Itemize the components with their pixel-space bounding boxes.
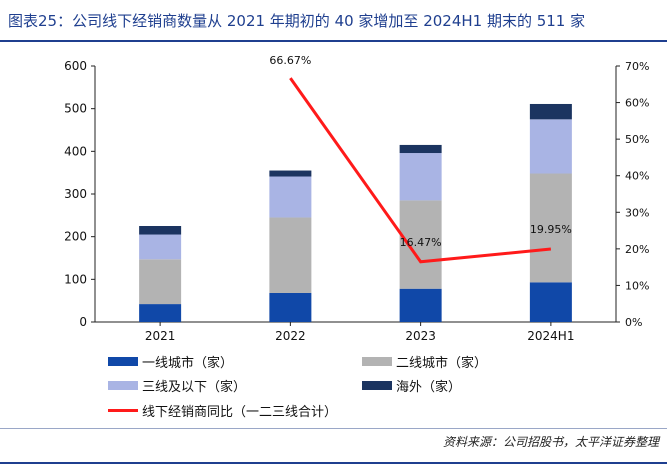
- legend-item-tier2: 二线城市（家）: [362, 352, 487, 371]
- yoy-data-label: 66.67%: [269, 54, 311, 67]
- y-tick-label: 0: [79, 315, 87, 329]
- y2-tick-label: 10%: [625, 279, 649, 292]
- legend-label-tier2: 二线城市（家）: [396, 356, 488, 371]
- legend-label-overseas: 海外（家）: [396, 380, 462, 395]
- y2-tick-label: 40%: [625, 170, 649, 183]
- source-rule: [0, 428, 667, 429]
- y-tick-label: 400: [64, 144, 87, 158]
- chart-title: 图表25：公司线下经销商数量从 2021 年期初的 40 家增加至 2024H1…: [8, 12, 586, 30]
- legend-item-yoy: 线下经销商同比（一二三线合计）: [108, 401, 337, 420]
- x-tick-label: 2023: [405, 329, 436, 343]
- bar-segment-3: [269, 170, 312, 177]
- legend-item-tier1: 一线城市（家）: [108, 352, 233, 371]
- bar-segment-0: [269, 292, 312, 322]
- bar-segment-2: [269, 176, 312, 218]
- yoy-line: [289, 77, 552, 264]
- source-note: 资料来源：公司招股书，太平洋证券整理: [442, 435, 659, 449]
- bar-segment-1: [269, 217, 312, 293]
- bottom-rule: [0, 462, 667, 464]
- y2-tick-label: 30%: [625, 206, 649, 219]
- y-tick-label: 500: [64, 102, 87, 116]
- legend-swatch-tier1: [108, 357, 138, 366]
- legend-swatch-tier2: [362, 357, 392, 366]
- y2-tick-label: 50%: [625, 133, 649, 146]
- y2-tick-label: 70%: [625, 60, 649, 73]
- legend-swatch-tier3: [108, 381, 138, 390]
- y2-tick-label: 60%: [625, 97, 649, 110]
- bar-segment-1: [139, 259, 182, 305]
- legend-swatch-yoy: [108, 409, 138, 412]
- bar-segment-0: [399, 288, 442, 322]
- x-tick-label: 2021: [145, 329, 176, 343]
- yoy-data-label: 16.47%: [400, 236, 442, 249]
- bar-segment-2: [529, 119, 572, 174]
- x-tick-label: 2022: [275, 329, 306, 343]
- legend-label-yoy: 线下经销商同比（一二三线合计）: [142, 405, 338, 420]
- bar-segment-2: [139, 234, 182, 260]
- bar-segment-0: [529, 282, 572, 322]
- bar-segment-1: [529, 173, 572, 283]
- bar-segment-3: [529, 103, 572, 120]
- y-tick-label: 300: [64, 187, 87, 201]
- y-tick-label: 200: [64, 230, 87, 244]
- y-tick-label: 600: [64, 59, 87, 73]
- legend-item-overseas: 海外（家）: [362, 376, 461, 395]
- legend-swatch-overseas: [362, 381, 392, 390]
- bar-segment-2: [399, 153, 442, 201]
- y2-tick-label: 20%: [625, 243, 649, 256]
- bar-segment-3: [139, 226, 182, 235]
- chart-area: 0 100 200 300 400 500 600 0% 10% 20% 30% 40% 50% 60% 7…: [64, 54, 649, 343]
- yoy-data-label: 19.95%: [530, 223, 572, 236]
- y2-tick-label: 0%: [625, 316, 642, 329]
- legend-label-tier1: 一线城市（家）: [142, 356, 234, 371]
- legend-label-tier3: 三线及以下（家）: [142, 380, 247, 395]
- x-tick-label: 2024H1: [527, 329, 574, 343]
- bar-segment-0: [139, 304, 182, 322]
- title-rule: [0, 40, 667, 42]
- bar-segment-3: [399, 144, 442, 154]
- y-tick-label: 100: [64, 272, 87, 286]
- legend: 一线城市（家） 二线城市（家） 三线及以下（家） 海外（家） 线下经销商同比（一…: [108, 352, 648, 424]
- legend-item-tier3: 三线及以下（家）: [108, 376, 246, 395]
